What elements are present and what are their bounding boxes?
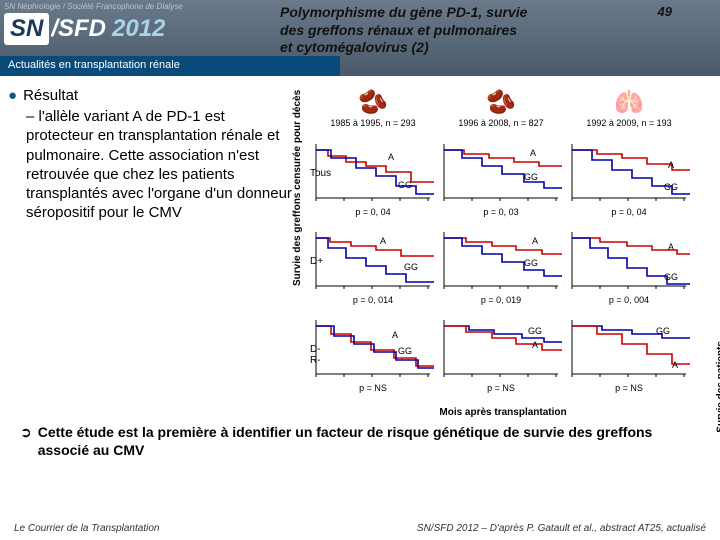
p-value: p = 0, 04 (312, 207, 434, 217)
cohort-label: 1985 à 1995, n = 293 (312, 118, 434, 128)
conclusion-text: Cette étude est la première à identifier… (38, 424, 700, 459)
p-value: p = 0, 04 (568, 207, 690, 217)
logo-main: SN /SFD 2012 (4, 13, 264, 45)
p-value: p = 0, 004 (568, 295, 690, 305)
organ-icon: 🫘 (312, 88, 434, 117)
logo-year: 2012 (112, 15, 165, 43)
km-cell: A GG p = NS (440, 316, 562, 396)
km-plot (568, 140, 690, 204)
km-plot (568, 316, 690, 380)
p-value: p = NS (312, 383, 434, 393)
conclusion: ➲ Cette étude est la première à identifi… (0, 420, 720, 463)
indent-text: l'allèle variant A de PD-1 est protecteu… (26, 108, 292, 221)
logo-topline: SN Néphrologie / Société Francophone de … (4, 2, 264, 11)
km-cell: A GG p = 0, 014 (312, 228, 434, 308)
km-plot (312, 140, 434, 204)
km-plot (312, 316, 434, 380)
curve-label-a: A (392, 330, 398, 340)
curve-label-gg: GG (404, 262, 418, 272)
p-value: p = 0, 019 (440, 295, 562, 305)
title-line3: et cytomégalovirus (2) (280, 39, 429, 55)
title-part1: Polymorphisme du gène (280, 4, 446, 20)
footer-left: Le Courrier de la Transplantation (14, 523, 159, 534)
km-cell: A GG p = 0, 019 (440, 228, 562, 308)
curve-label-gg: GG (664, 182, 678, 192)
organ-icon: 🫁 (568, 88, 690, 117)
bullet-label: Résultat (23, 86, 78, 105)
p-value: p = NS (440, 383, 562, 393)
arrow-icon: ➲ (20, 424, 32, 459)
footer-right: SN/SFD 2012 – D'après P. Gatault et al.,… (417, 523, 706, 534)
km-cell: A GG p = 0, 004 (568, 228, 690, 308)
curve-label-gg: GG (398, 346, 412, 356)
curve-label-gg: GG (528, 326, 542, 336)
slide-title: Polymorphisme du gène PD-1, survie des g… (280, 4, 680, 57)
km-plot (440, 140, 562, 204)
curve-label-a: A (380, 236, 386, 246)
header: SN Néphrologie / Société Francophone de … (0, 0, 720, 76)
body: ● Résultat – l'allèle variant A de PD-1 … (0, 76, 720, 420)
y-axis-label-left: Survie des greffons censurée pour décès (292, 90, 303, 286)
curve-label-a: A (532, 340, 538, 350)
logo-region: SN Néphrologie / Société Francophone de … (4, 2, 264, 45)
title-part1b: , survie (478, 4, 527, 20)
cohort-label: 1992 à 2009, n = 193 (568, 118, 690, 128)
p-value: p = NS (568, 383, 690, 393)
km-cell: AGG p = NS (312, 316, 434, 396)
km-plot (568, 228, 690, 292)
curve-label-a: A (388, 152, 394, 162)
slide-number: 49 (658, 4, 672, 20)
logo-slash: /SFD (51, 15, 106, 43)
bullet-dot-icon: ● (8, 86, 17, 105)
km-cell: A GG p = 0, 04 (312, 140, 434, 220)
chart-panel: Survie des greffons censurée pour décès … (298, 86, 708, 416)
km-plot (440, 228, 562, 292)
bullet-indent: – l'allèle variant A de PD-1 est protect… (26, 107, 292, 222)
km-plot (312, 228, 434, 292)
km-cell: A GG p = 0, 03 (440, 140, 562, 220)
title-line2: des greffons rénaux et pulmonaires (280, 22, 517, 38)
left-column: ● Résultat – l'allèle variant A de PD-1 … (8, 86, 298, 416)
km-cell: A GG p = 0, 04 (568, 140, 690, 220)
p-value: p = 0, 014 (312, 295, 434, 305)
organ-icon: 🫘 (440, 88, 562, 117)
footer: Le Courrier de la Transplantation SN/SFD… (0, 523, 720, 534)
km-plot (440, 316, 562, 380)
x-axis-label: Mois après transplantation (298, 407, 708, 418)
subtitle-bar: Actualités en transplantation rénale (0, 56, 340, 76)
p-value: p = 0, 03 (440, 207, 562, 217)
logo-white: SN (4, 13, 49, 45)
curve-label-gg: GG (656, 326, 670, 336)
km-cell: A GG p = NS (568, 316, 690, 396)
curve-label-a: A (532, 236, 538, 246)
title-italic: PD-1 (446, 4, 478, 20)
curve-label-gg: GG (664, 272, 678, 282)
curve-label-gg: GG (524, 172, 538, 182)
cohort-label: 1996 à 2008, n = 827 (440, 118, 562, 128)
curve-label-a: A (668, 160, 674, 170)
bullet-result: ● Résultat (8, 86, 292, 105)
y-axis-label-right: Survie des patients (716, 341, 720, 433)
curve-label-a: A (530, 148, 536, 158)
curve-label-gg: GG (524, 258, 538, 268)
curve-label-a: A (672, 360, 678, 370)
curve-label-a: A (668, 242, 674, 252)
curve-label-gg: GG (398, 180, 412, 190)
